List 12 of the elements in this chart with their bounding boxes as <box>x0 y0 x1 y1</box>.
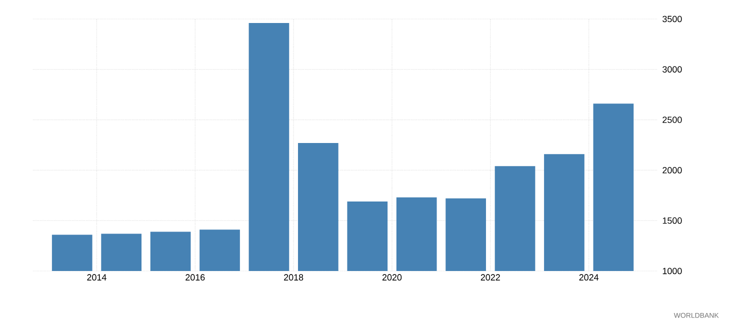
x-tick-label: 2016 <box>186 274 205 281</box>
x-tick-label: 2014 <box>87 274 106 281</box>
x-tick-label: 2024 <box>579 274 599 281</box>
y-tick-label: 2000 <box>662 167 682 174</box>
y-tick-label: 1500 <box>662 217 682 224</box>
y-tick-label: 3500 <box>662 16 682 22</box>
x-tick-label: 2020 <box>382 274 402 281</box>
y-tick-label: 3000 <box>662 66 682 73</box>
x-tick-label: 2018 <box>284 274 304 281</box>
y-tick-label: 1000 <box>662 268 682 274</box>
x-tick-label: 2022 <box>480 274 500 281</box>
y-tick-label: 2500 <box>662 116 682 123</box>
